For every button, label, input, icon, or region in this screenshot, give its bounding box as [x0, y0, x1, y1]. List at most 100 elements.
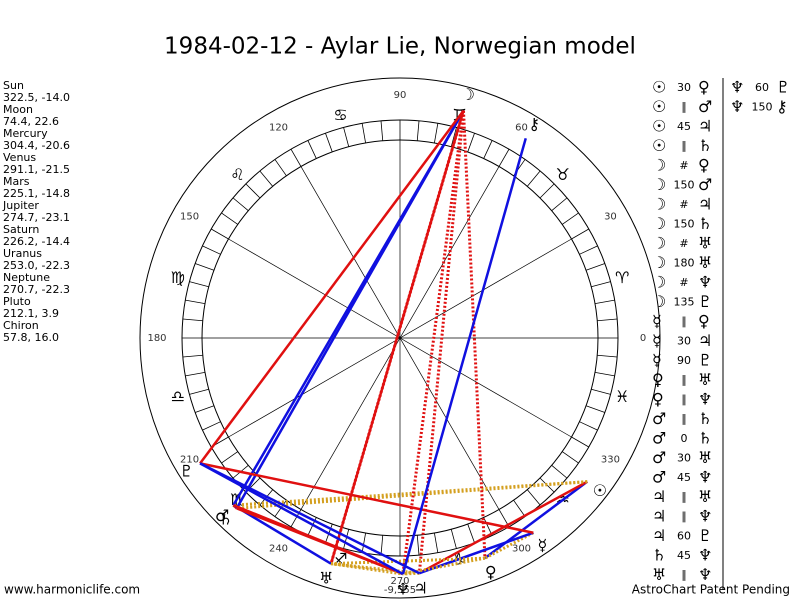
aspect-p1: ☽	[652, 175, 666, 194]
ring-tick	[513, 499, 526, 517]
aspect-line	[484, 480, 588, 560]
aspect-type: 90	[677, 354, 691, 367]
planet-glyph: ♅	[319, 568, 333, 587]
aspect-p2: ♀	[698, 312, 710, 331]
outer-circle	[139, 77, 661, 599]
aspect-p1: ♆	[730, 78, 744, 97]
ring-tick	[579, 421, 598, 431]
aspect-line	[232, 504, 332, 565]
aspect-p2: ♄	[698, 136, 712, 155]
degree-label: 30	[604, 212, 617, 223]
planet-coords: 57.8, 16.0	[3, 331, 59, 344]
aspect-p2: ♅	[698, 448, 712, 467]
ring-tick	[450, 127, 457, 147]
ring-tick	[579, 245, 598, 255]
planet-name: Pluto	[3, 295, 31, 308]
ring-tick	[416, 535, 420, 556]
planet-name: Venus	[3, 151, 36, 164]
aspect-type: 45	[677, 549, 691, 562]
planet-glyph: ☽	[461, 85, 475, 104]
aspect-type: 60	[755, 81, 769, 94]
aspect-p1: ♆	[730, 97, 744, 116]
footer-right: AstroChart Patent Pending	[632, 583, 790, 597]
aspect-p2: ♆	[698, 546, 712, 565]
ring-tick	[361, 123, 367, 144]
sign-glyph: ♓	[615, 387, 629, 406]
aspect-p2: ♇	[698, 292, 712, 311]
sign-glyph: ♈	[615, 268, 629, 287]
planet-glyph: ♄	[218, 509, 232, 528]
ring-tick	[467, 523, 475, 543]
planet-name: Saturn	[3, 223, 39, 236]
ring-tick	[182, 354, 203, 358]
ring-tick	[211, 228, 229, 240]
planet-name: Mercury	[3, 127, 48, 140]
aspect-p1: ☽	[652, 234, 666, 253]
planet-glyph: ⚷	[528, 114, 540, 133]
planet-name: Mars	[3, 175, 30, 188]
ring-tick	[597, 318, 618, 322]
aspect-p1: ☽	[652, 195, 666, 214]
aspect-p1: ♂	[652, 448, 666, 467]
aspect-p1: ☿	[652, 312, 662, 331]
spoke	[228, 238, 572, 438]
planet-name: Moon	[3, 103, 33, 116]
ring-tick	[343, 127, 350, 147]
aspect-line	[402, 571, 420, 576]
aspect-p1: ☉	[652, 136, 666, 155]
ring-tick	[202, 245, 221, 255]
aspect-type: 135	[674, 296, 695, 309]
aspect-p1: ♃	[652, 526, 666, 545]
ring-tick	[380, 120, 384, 141]
sign-glyph: ♉	[555, 165, 569, 184]
aspect-p1: ☉	[652, 97, 666, 116]
aspect-type: 30	[677, 335, 691, 348]
aspect-p2: ♆	[698, 273, 712, 292]
ring-tick	[585, 263, 605, 271]
aspect-p2: ♀	[698, 156, 710, 175]
planet-name: Neptune	[3, 271, 50, 284]
aspect-p1: ☽	[652, 214, 666, 233]
planet-coords: 322.5, -14.0	[3, 91, 70, 104]
ring-tick	[307, 140, 317, 159]
aspect-type: #	[679, 276, 688, 289]
aspect-type: #	[679, 198, 688, 211]
aspect-p2: ♄	[698, 429, 712, 448]
aspect-line	[233, 480, 588, 507]
planet-coords: 274.7, -23.1	[3, 211, 70, 224]
aspect-type: 150	[752, 101, 773, 114]
aspect-line	[235, 110, 465, 509]
aspect-p1: ☽	[652, 253, 666, 272]
ring-tick	[551, 197, 568, 212]
ring-tick	[597, 354, 618, 358]
aspect-type: 30	[677, 452, 691, 465]
aspect-p2: ♃	[698, 117, 712, 136]
aspect-p1: ♅	[652, 565, 666, 584]
planet-coords: 291.1, -21.5	[3, 163, 70, 176]
aspect-p2: ♆	[698, 468, 712, 487]
planet-glyph: ♇	[179, 461, 193, 480]
sign-glyph: ♎	[171, 387, 185, 406]
ring-tick	[539, 183, 555, 199]
aspect-p1: ☉	[652, 117, 666, 136]
aspect-line	[236, 507, 404, 576]
ring-tick	[380, 535, 384, 556]
degree-label: 300	[512, 543, 531, 554]
aspect-line	[330, 556, 486, 566]
planet-coords: 253.0, -22.3	[3, 259, 70, 272]
aspect-type: 45	[677, 471, 691, 484]
ring-tick	[290, 149, 302, 167]
aspect-type: 150	[674, 218, 695, 231]
ring-tick	[594, 299, 615, 305]
aspect-p1: ♃	[652, 507, 666, 526]
sign-glyph: ♌	[230, 165, 244, 184]
planet-coords: 74.4, 22.6	[3, 115, 59, 128]
planet-glyph: ♀	[485, 563, 497, 582]
planet-name: Sun	[3, 79, 24, 92]
ring-tick	[245, 183, 261, 199]
ring-tick	[343, 529, 350, 549]
degree-label: 120	[269, 123, 288, 134]
aspect-p1: ☽	[652, 292, 666, 311]
aspect-type: ∥	[681, 569, 687, 582]
footer-left: www.harmoniclife.com	[4, 583, 140, 597]
